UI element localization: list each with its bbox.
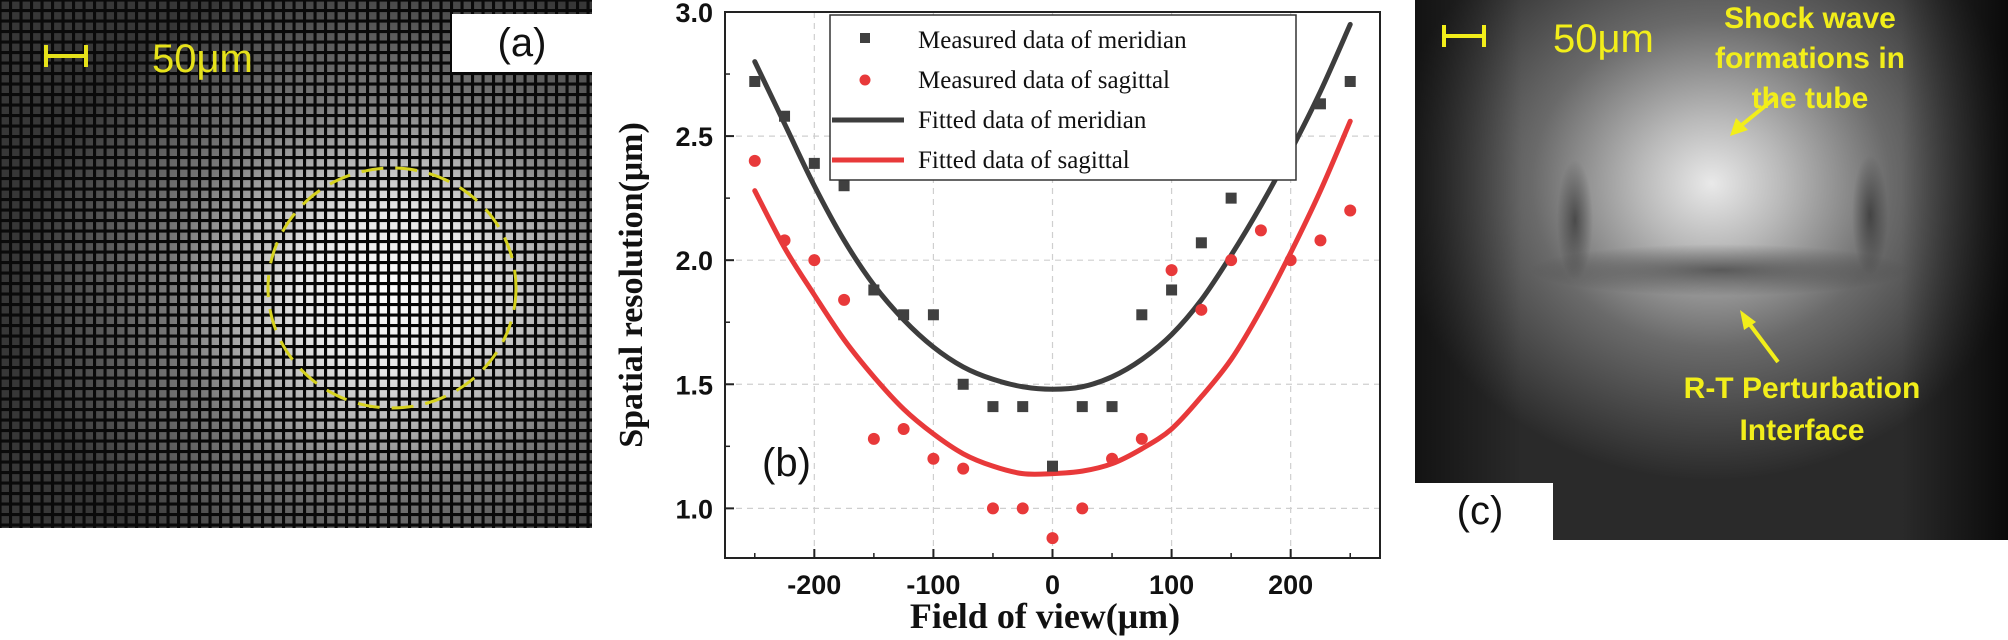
shock-image-canvas: (c) 50μm Shock wave formations in the tu… (1410, 0, 2008, 540)
region-circle (266, 166, 518, 410)
sagittal-data-point (1135, 432, 1148, 445)
meridian-data-point (1225, 192, 1237, 204)
arrow-to-rt-interface (1740, 310, 1780, 364)
meridian-data-point (1047, 460, 1058, 472)
sagittal-data-point (778, 234, 791, 247)
x-tick-label: 100 (1149, 570, 1194, 600)
x-tick-label: 200 (1268, 570, 1313, 600)
sagittal-data-point (1106, 452, 1119, 465)
x-tick-label: -200 (787, 570, 841, 600)
y-axis-label: Spatial resolution(μm) (613, 122, 650, 448)
legend-label-meridian-measured: Measured data of meridian (918, 27, 1187, 54)
y-tick-label: 1.0 (675, 494, 713, 524)
label-box-a (452, 14, 592, 72)
panel-a-label: (a) (498, 21, 547, 65)
meridian-data-point (779, 110, 791, 122)
annotation-bottom-line-2: Interface (1739, 414, 1864, 447)
annotation-top-line-3: the tube (1752, 82, 1869, 115)
axis-ticks: -200 -100 0 100 200 1.0 1.5 2.0 2.5 3.0 (675, 0, 1351, 600)
fit-line-fitted-data-of-meridian (752, 21, 1353, 392)
meridian-data-point (987, 401, 999, 413)
x-axis-label: Field of view(μm) (910, 596, 1180, 636)
annotation-rt-interface: R-T Perturbation Interface (1684, 372, 1921, 447)
panel-c-dark-image: (c) 50μm Shock wave formations in the tu… (1410, 0, 2008, 540)
label-box-c (1410, 483, 1553, 540)
sagittal-data-point (1344, 204, 1357, 217)
meridian-data-point (898, 309, 910, 321)
meridian-data-point (1106, 401, 1118, 413)
sagittal-data-point (1046, 532, 1059, 545)
sagittal-data-point (897, 422, 910, 435)
meridian-data-point (1344, 75, 1356, 87)
meridian-data-point (838, 180, 850, 192)
sagittal-data-point (1076, 502, 1089, 515)
annotation-shock-wave: Shock wave formations in the tube (1715, 2, 1905, 115)
sagittal-data-point (957, 462, 970, 475)
panel-b-label: (b) (762, 441, 811, 485)
meridian-data-point (1136, 309, 1148, 321)
sagittal-data-point (748, 154, 761, 167)
y-tick-label: 2.5 (675, 122, 713, 152)
legend-label-meridian-fit: Fitted data of meridian (918, 107, 1147, 134)
y-tick-label: 1.5 (675, 370, 713, 400)
legend-box (829, 14, 1297, 181)
sagittal-data-point (808, 254, 821, 267)
sagittal-data-point (1284, 254, 1297, 267)
chart-legend: Measured data of meridian Measured data … (829, 14, 1297, 181)
panel-c-label: (c) (1457, 489, 1504, 533)
meridian-data-point (1195, 237, 1207, 249)
meridian-data-point (1076, 401, 1088, 413)
legend-label-sagittal-fit: Fitted data of sagittal (918, 147, 1130, 174)
resolution-chart: -200 -100 0 100 200 1.0 1.5 2.0 2.5 3.0 Field of … (613, 0, 1381, 636)
legend-label-sagittal-measured: Measured data of sagittal (918, 67, 1170, 94)
sagittal-data-point (1016, 502, 1029, 515)
sagittal-data-point (1165, 264, 1178, 277)
perturbation-band (1530, 244, 1910, 296)
meridian-data-point (927, 309, 939, 321)
sagittal-data-point (1314, 234, 1327, 247)
panel-b-chart: -200 -100 0 100 200 1.0 1.5 2.0 2.5 3.0 Field of … (600, 0, 1400, 640)
sagittal-data-point (927, 452, 940, 465)
annotation-top-line-1: Shock wave (1724, 2, 1896, 35)
meridian-data-point (1166, 284, 1178, 296)
arrow-to-shock-wave (1730, 96, 1777, 136)
x-tick-label: 0 (1045, 570, 1060, 600)
y-tick-label: 3.0 (675, 0, 713, 28)
sagittal-data-point (986, 502, 999, 515)
sagittal-data-point (1225, 254, 1238, 267)
meridian-data-point (749, 75, 761, 87)
meridian-data-point (1314, 98, 1326, 110)
meridian-data-point (868, 284, 880, 296)
meridian-data-point (957, 378, 969, 390)
scale-text-a: 50μm (152, 37, 253, 81)
legend-marker-meridian (860, 33, 870, 43)
fit-line-fitted-data-of-sagittal (752, 118, 1353, 477)
sagittal-data-point (838, 293, 851, 306)
y-tick-label: 2.0 (675, 246, 713, 276)
panel-a-grid-image: (a) 50μm (0, 0, 592, 528)
legend-marker-sagittal (859, 74, 871, 86)
grid-image-canvas: (a) 50μm (0, 0, 592, 528)
sagittal-data-point (1195, 303, 1208, 316)
sagittal-data-point (867, 432, 880, 445)
annotation-top-line-2: formations in (1715, 42, 1905, 75)
grid-pattern (0, 0, 592, 528)
meridian-data-point (1017, 401, 1029, 413)
scale-bar-c (1442, 25, 1486, 47)
scale-text-c: 50μm (1553, 17, 1654, 61)
scale-bar-a (44, 45, 88, 67)
x-tick-label: -100 (906, 570, 960, 600)
annotation-bottom-line-1: R-T Perturbation (1684, 372, 1921, 405)
chart-series (748, 21, 1357, 545)
sagittal-data-point (1254, 224, 1267, 237)
meridian-data-point (808, 157, 820, 169)
